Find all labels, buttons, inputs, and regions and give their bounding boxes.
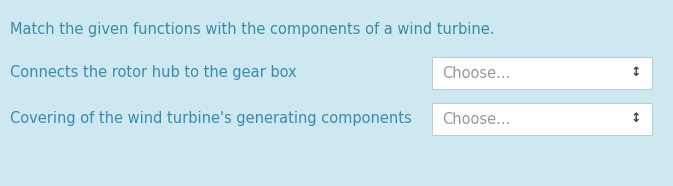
Text: ↕: ↕ [631,67,641,79]
Text: Match the given functions with the components of a wind turbine.: Match the given functions with the compo… [10,22,495,37]
Text: Choose...: Choose... [442,65,510,81]
FancyBboxPatch shape [432,57,652,89]
FancyBboxPatch shape [432,103,652,135]
Text: Connects the rotor hub to the gear box: Connects the rotor hub to the gear box [10,65,297,79]
Text: ↕: ↕ [631,113,641,126]
Text: Choose...: Choose... [442,111,510,126]
Text: Covering of the wind turbine's generating components: Covering of the wind turbine's generatin… [10,110,412,126]
